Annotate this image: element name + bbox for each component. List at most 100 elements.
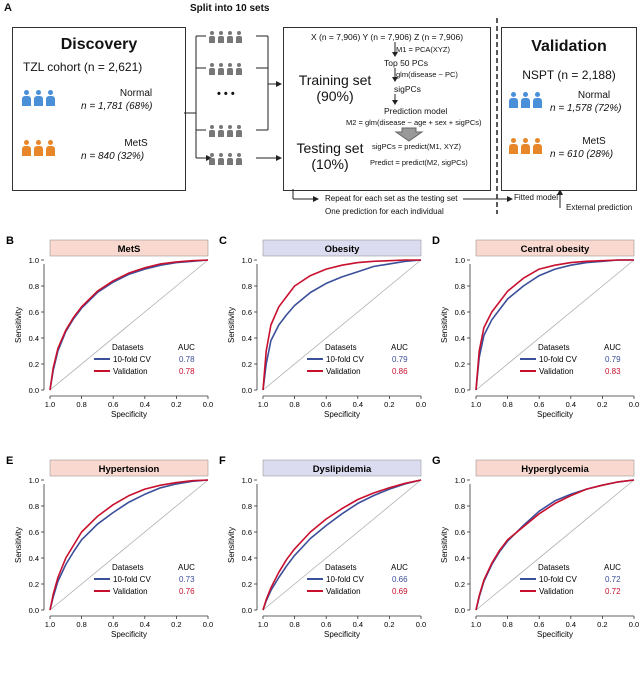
- chart-title-strip: [262, 459, 422, 477]
- x-tick-label: 0.6: [534, 620, 544, 629]
- chart-title: Dyslipidemia: [313, 464, 372, 475]
- x-axis-label: Specificity: [324, 630, 360, 639]
- fitted-model-label: Fitted model: [514, 193, 559, 202]
- y-tick-label: 0.0: [242, 386, 252, 395]
- panel-letter: C: [219, 235, 227, 247]
- split-diagram: [184, 35, 282, 161]
- x-tick-label: 0.8: [289, 620, 299, 629]
- discovery-mets-label: MetS: [124, 138, 148, 149]
- m1-label: M1 = PCA(XYZ): [396, 45, 450, 54]
- external-arrow: [557, 189, 563, 208]
- x-tick-label: 0.4: [140, 620, 150, 629]
- chance-diagonal: [49, 479, 209, 611]
- y-tick-label: 0.6: [242, 528, 252, 537]
- y-tick-label: 0.0: [455, 386, 465, 395]
- y-tick-label: 1.0: [29, 476, 39, 485]
- validation-title: Validation: [531, 38, 607, 55]
- x-tick-label: 0.0: [203, 400, 213, 409]
- roc-chart-obesity: C Obesity 0.0 0.2 0.4 0.6 0.8 1.0 1.0 0.8 0.6 0.4 0.…: [219, 235, 426, 419]
- chance-diagonal: [475, 479, 635, 611]
- y-axis-label: Sensitivity: [440, 307, 449, 343]
- x-tick-label: 0.4: [566, 620, 576, 629]
- validation-cohort: NSPT (n = 2,188): [522, 68, 616, 82]
- roc-line-validation: [475, 259, 634, 391]
- x-tick-label: 0.6: [534, 400, 544, 409]
- training-set-label: Training set: [298, 72, 372, 88]
- y-tick-label: 0.0: [29, 386, 39, 395]
- roc-chart-mets: B MetS 0.0 0.2 0.4 0.6 0.8 1.0 1.0 0.8 0.6 0.4 0.2 0.…: [6, 235, 213, 419]
- testing-set-label: Testing set: [296, 140, 364, 156]
- x-tick-label: 0.6: [321, 400, 331, 409]
- y-tick-label: 0.2: [455, 360, 465, 369]
- legend-auc-value: 0.69: [392, 587, 408, 596]
- y-tick-label: 0.4: [455, 334, 465, 343]
- discovery-normal-label: Normal: [119, 88, 153, 99]
- y-axis-label: Sensitivity: [440, 527, 449, 563]
- chart-title: Central obesity: [521, 244, 590, 255]
- legend-title: Datasets: [538, 343, 570, 352]
- y-tick-label: 0.4: [29, 334, 39, 343]
- legend-auc-value: 0.73: [179, 575, 195, 584]
- y-tick-label: 0.2: [29, 360, 39, 369]
- x-tick-label: 0.0: [629, 400, 639, 409]
- roc-chart-dyslipidemia: F Dyslipidemia 0.0 0.2 0.4 0.6 0.8 1.0 1.0 0.8 0.6…: [219, 455, 426, 639]
- x-tick-label: 0.2: [384, 620, 394, 629]
- chart-title: Hypertension: [99, 464, 160, 475]
- y-tick-label: 0.2: [455, 580, 465, 589]
- legend-auc-value: 0.76: [179, 587, 195, 596]
- panel-a-letter: A: [4, 2, 12, 14]
- legend-auc-value: 0.66: [392, 575, 408, 584]
- y-tick-label: 0.6: [455, 308, 465, 317]
- legend-auc-header: AUC: [391, 563, 408, 572]
- y-tick-label: 0.6: [29, 308, 39, 317]
- legend-label: Validation: [113, 367, 148, 376]
- panel-letter: F: [219, 455, 226, 467]
- discovery-box: Discovery TZL cohort (n = 2,621) Normal …: [12, 27, 186, 191]
- x-tick-label: 0.8: [289, 400, 299, 409]
- y-tick-label: 0.2: [242, 580, 252, 589]
- group-icon-1: [208, 30, 244, 48]
- x-tick-label: 0.4: [353, 620, 363, 629]
- y-tick-label: 0.4: [29, 554, 39, 563]
- chart-title: MetS: [118, 244, 141, 255]
- y-tick-label: 0.8: [455, 502, 465, 511]
- x-tick-label: 0.8: [502, 400, 512, 409]
- x-tick-label: 0.6: [108, 620, 118, 629]
- validation-normal-icon: [508, 92, 544, 113]
- x-tick-label: 0.0: [416, 620, 426, 629]
- legend-label: 10-fold CV: [539, 355, 577, 364]
- legend-auc-value: 0.86: [392, 367, 408, 376]
- legend-label: 10-fold CV: [326, 575, 364, 584]
- y-tick-label: 0.0: [242, 606, 252, 615]
- roc-chart-central-obesity: D Central obesity 0.0 0.2 0.4 0.6 0.8 1.0 1.0 0.8…: [432, 235, 639, 419]
- y-axis-label: Sensitivity: [227, 527, 236, 563]
- legend-title: Datasets: [112, 343, 144, 352]
- panel-letter: G: [432, 455, 441, 467]
- chance-diagonal: [262, 479, 422, 611]
- validation-normal-value: n = 1,578 (72%): [550, 103, 622, 114]
- m2-label: M2 = glm(disease ~ age + sex + sigPCs): [346, 118, 482, 127]
- repeat-label: Repeat for each set as the testing set: [325, 194, 458, 203]
- roc-line-10-fold-cv: [262, 259, 422, 391]
- x-axis-label: Specificity: [111, 630, 147, 639]
- x-tick-label: 0.2: [597, 400, 607, 409]
- validation-normal-label: Normal: [577, 90, 611, 101]
- y-tick-label: 0.2: [29, 580, 39, 589]
- group-icon-3: [208, 124, 244, 142]
- discovery-title: Discovery: [60, 36, 138, 53]
- discovery-normal-value: n = 1,781 (68%): [81, 101, 153, 112]
- legend-auc-value: 0.72: [605, 575, 621, 584]
- chart-title: Hyperglycemia: [521, 464, 589, 475]
- panel-letter: D: [432, 235, 440, 247]
- legend-label: Validation: [539, 367, 574, 376]
- y-axis-label: Sensitivity: [14, 307, 23, 343]
- sigpcs-label: sigPCs: [394, 84, 421, 94]
- y-tick-label: 0.4: [242, 554, 252, 563]
- chart-title-strip: [475, 459, 635, 477]
- legend-label: 10-fold CV: [326, 355, 364, 364]
- x-tick-label: 0.6: [108, 400, 118, 409]
- roc-line-10-fold-cv: [49, 479, 209, 611]
- split-label: Split into 10 sets: [190, 3, 270, 14]
- x-tick-label: 0.0: [416, 400, 426, 409]
- external-prediction-label: External prediction: [566, 203, 633, 212]
